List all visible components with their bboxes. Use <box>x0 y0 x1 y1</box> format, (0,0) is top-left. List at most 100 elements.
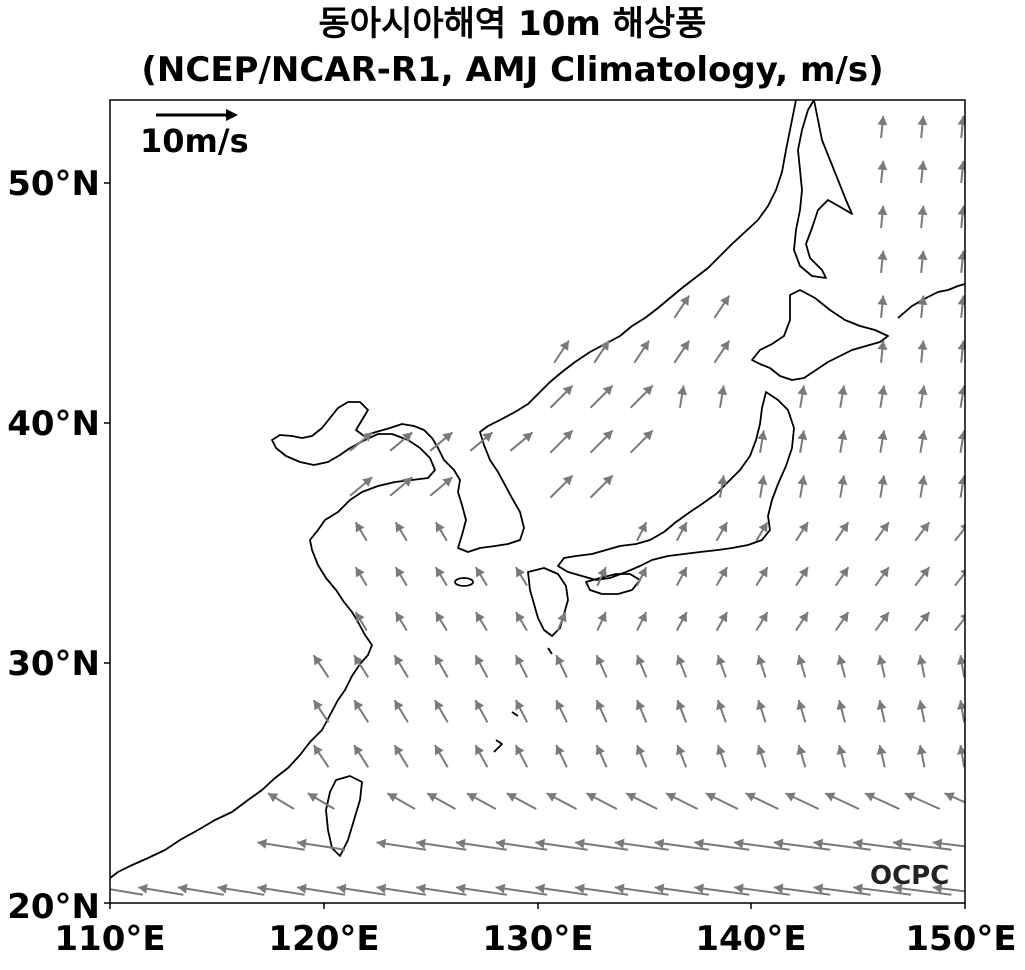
ryukyu-islands <box>493 647 553 753</box>
wind-vector-head <box>402 477 413 487</box>
wind-vector-head <box>475 655 485 666</box>
wind-vector-head <box>756 745 766 756</box>
y-tick-label-50: 50°N <box>7 164 100 204</box>
wind-vector-head <box>758 567 768 578</box>
wind-vector-head <box>434 655 444 666</box>
wind-vector-head <box>756 655 766 666</box>
x-tick-label-110: 110°E <box>54 919 165 959</box>
wind-vector-head <box>944 792 955 802</box>
wind-vector-head <box>626 792 637 802</box>
wind-vector-head <box>394 700 404 711</box>
wind-vector-head <box>917 340 928 351</box>
wind-vector-head <box>917 295 928 306</box>
wind-vector-shaft <box>954 526 965 542</box>
wind-vector-head <box>680 340 690 351</box>
wind-vector-head <box>442 432 453 442</box>
wind-vector-head <box>876 700 887 711</box>
shikoku-coastline <box>585 573 641 595</box>
mainland-coastline <box>110 100 797 879</box>
wind-vector-head <box>642 430 653 441</box>
hokkaido-coastline <box>751 289 889 381</box>
wind-vector-head <box>720 295 730 306</box>
wind-vector-shaft <box>773 841 831 851</box>
wind-vector-head <box>495 883 506 894</box>
wind-vector-head <box>395 567 405 578</box>
wind-vector-head <box>455 838 466 849</box>
wind-vector-head <box>434 700 444 711</box>
wind-vector-head <box>376 838 387 849</box>
wind-vector-head <box>797 430 808 441</box>
wind-vector-head <box>957 655 965 665</box>
wind-vector-shaft <box>813 886 871 896</box>
taiwan-coastline <box>325 775 363 857</box>
wind-vector-head <box>217 883 228 894</box>
wind-vector-head <box>877 430 888 441</box>
wind-vector-head <box>562 385 573 396</box>
wind-vector-head <box>797 385 808 396</box>
wind-vector-head <box>839 567 849 578</box>
wind-vector-head <box>515 567 525 578</box>
wind-vector-head <box>395 522 405 533</box>
wind-vector-shaft <box>110 888 144 896</box>
wind-vector-head <box>756 700 766 711</box>
wind-vector-head <box>916 655 927 666</box>
wind-vector-head <box>257 838 267 849</box>
wind-vector-head <box>637 522 647 533</box>
x-tick-label-150: 150°E <box>905 919 1016 959</box>
wind-vector-head <box>836 700 847 711</box>
wind-vector-head <box>957 745 965 755</box>
sakhalin-coastline <box>793 100 853 279</box>
wind-vector-head <box>402 432 413 442</box>
wind-vector-head <box>876 655 887 666</box>
wind-vector-head <box>678 522 687 533</box>
wind-vector-head <box>798 522 809 533</box>
wind-vector-head <box>355 567 365 578</box>
wind-vector-head <box>475 567 485 578</box>
wind-vector-head <box>599 340 610 351</box>
wind-vector-head <box>297 838 307 849</box>
wind-vector-head <box>654 838 665 849</box>
wind-vector-head <box>595 700 605 711</box>
wind-vector-head <box>466 793 478 802</box>
wind-vector-head <box>614 838 625 849</box>
wind-vector-head <box>718 567 728 578</box>
plot-frame <box>109 99 966 904</box>
wind-vector-head <box>919 612 930 623</box>
wind-vector-head <box>676 655 686 666</box>
wind-vector-head <box>957 295 965 305</box>
wind-vector-shaft <box>694 841 750 851</box>
wind-vector-head <box>957 430 965 440</box>
wind-vector-head <box>694 883 704 894</box>
wind-vector-head <box>720 340 730 351</box>
wind-vector-head <box>758 612 768 623</box>
wind-vector-head <box>877 475 888 486</box>
wind-vector-head <box>917 385 928 396</box>
wind-vector-head <box>798 612 809 623</box>
wind-vector-head <box>362 477 373 487</box>
wind-vector-head <box>705 792 717 802</box>
wind-vector-head <box>957 385 965 395</box>
wind-vector-head <box>839 522 849 533</box>
wind-vector-head <box>559 340 569 351</box>
wind-vector-head <box>138 883 148 894</box>
wind-vector-head <box>515 745 525 756</box>
wind-vector-head <box>555 700 565 711</box>
wind-vector-head <box>307 793 319 803</box>
ocpc-logo: OCPC <box>870 861 949 891</box>
wind-vector-head <box>893 883 903 894</box>
wind-vector-shaft <box>614 841 669 851</box>
wind-vector-head <box>515 700 525 711</box>
wind-vector-head <box>734 883 744 894</box>
wind-vector-head <box>313 655 323 666</box>
kuril-coastline <box>897 283 965 319</box>
wind-vector-head <box>416 883 426 894</box>
wind-vector-head <box>796 700 807 711</box>
wind-vector-head <box>614 883 625 894</box>
wind-vector-head <box>957 250 965 260</box>
wind-vector-head <box>773 883 784 894</box>
wind-vector-head <box>876 745 887 755</box>
wind-vector-shaft <box>813 841 871 851</box>
wind-vector-head <box>716 655 726 666</box>
wind-vector-head <box>957 475 965 485</box>
